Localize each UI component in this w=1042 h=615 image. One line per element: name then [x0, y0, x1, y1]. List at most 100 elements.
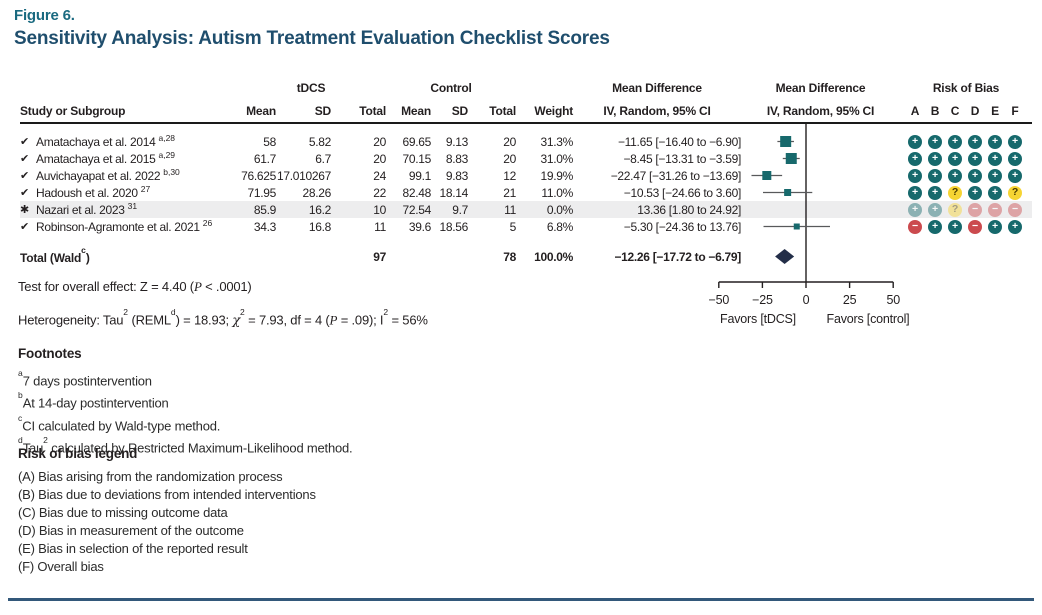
study-name: Hadoush et al. 2020 — [36, 185, 138, 200]
rob-plus-icon: + — [948, 134, 962, 149]
col-header-weight: Weight — [534, 104, 573, 118]
control-mean: 72.54 — [402, 202, 431, 217]
rob-question-icon: ? — [1008, 185, 1022, 200]
study-name: Amatachaya et al. 2015 — [36, 151, 156, 166]
rob-legend-item: (A) Bias arising from the randomization … — [18, 469, 283, 484]
study-row: ✔ Amatachaya et al. 2014 a,28 58 5.82 20… — [20, 133, 1032, 150]
rob-plus-icon: + — [968, 168, 982, 183]
heterogeneity-line: Heterogeneity: Tau2 (REMLd) = 18.93; χ2 … — [18, 307, 428, 329]
rob-plus-icon: + — [908, 168, 922, 183]
rob-letter-f: F — [1011, 104, 1019, 118]
rob-plus-icon: + — [988, 219, 1002, 234]
tick-label: 50 — [886, 293, 900, 307]
effect-square — [762, 171, 772, 180]
tdcs-mean: 61.7 — [253, 151, 276, 166]
tdcs-sd: 16.8 — [308, 219, 331, 234]
study-row: ✔ Amatachaya et al. 2015 a,29 61.7 6.7 2… — [20, 150, 1032, 167]
summary-diamond — [775, 249, 795, 264]
rob-question-icon: ? — [948, 185, 962, 200]
figure-label: Figure 6. — [14, 7, 75, 24]
study-name: Amatachaya et al. 2014 — [36, 134, 156, 149]
study-marker-icon: ✱ — [20, 204, 29, 216]
footnote-items: a7 days postintervention bAt 14-day posti… — [18, 368, 353, 457]
tdcs-mean: 58 — [263, 134, 276, 149]
md-ci-text: −11.65 [−16.40 to −6.90] — [617, 134, 741, 149]
tick-label: −25 — [752, 293, 773, 307]
study-ref-superscript: b,30 — [163, 166, 180, 177]
rob-plus-icon: + — [1008, 151, 1022, 166]
control-total: 20 — [503, 151, 516, 166]
forest-table: tDCS Control Mean Difference Mean Differ… — [20, 76, 1032, 265]
total-weight: 100.0% — [534, 249, 573, 264]
tick-label: −50 — [708, 293, 729, 307]
favors-left-label: Favors [tDCS] — [720, 312, 796, 326]
col-header-control-mean: Mean — [401, 104, 431, 118]
rob-plus-icon: + — [908, 202, 922, 217]
group-header-tdcs: tDCS — [296, 81, 326, 95]
rob-letter-d: D — [970, 104, 980, 118]
footnote-item: a7 days postintervention — [18, 368, 152, 389]
rob-plus-icon: + — [988, 134, 1002, 149]
effect-square — [784, 189, 792, 196]
effect-square — [785, 153, 797, 164]
rob-plus-icon: + — [928, 185, 942, 200]
md-ci-text: −5.30 [−24.36 to 13.76] — [623, 219, 742, 234]
weight: 6.8% — [546, 219, 573, 234]
tdcs-sd: 28.26 — [302, 185, 331, 200]
control-total: 5 — [509, 219, 517, 234]
rob-plus-icon: + — [968, 185, 982, 200]
control-sd: 9.7 — [452, 202, 468, 217]
rob-legend-item: (D) Bias in measurement of the outcome — [18, 523, 244, 538]
footnotes-title: Footnotes — [18, 346, 82, 361]
forest-plot: −50 −25 0 25 50 Favors [tDCS] Favors [control] — [708, 124, 910, 326]
control-sd: 18.14 — [439, 185, 468, 200]
md-ci-text: −22.47 [−31.26 to −13.69] — [610, 168, 742, 183]
overall-effect-line: Test for overall effect: Z = 4.40 (P < .… — [18, 279, 252, 294]
figure-title: Sensitivity Analysis: Autism Treatment E… — [14, 28, 610, 49]
rob-plus-icon: + — [948, 168, 962, 183]
total-tdcs-n: 97 — [373, 249, 386, 264]
study-ref-superscript: a,28 — [158, 132, 176, 143]
rob-plus-icon: + — [988, 151, 1002, 166]
tdcs-sd: 5.82 — [308, 134, 331, 149]
tdcs-sd: 16.2 — [308, 202, 331, 217]
study-ref-superscript: 26 — [202, 217, 213, 228]
rob-letter-headers: A B C D E F — [900, 104, 1032, 118]
rob-plus-icon: + — [1008, 134, 1022, 149]
rob-legend-item: (E) Bias in selection of the reported re… — [18, 541, 248, 556]
rob-legend-item: (B) Bias due to deviations from intended… — [18, 487, 316, 502]
md-ci-text: −10.53 [−24.66 to 3.60] — [623, 185, 742, 200]
total-md-text: −12.26 [−17.72 to −6.79] — [614, 249, 741, 264]
control-total: 12 — [503, 168, 516, 183]
footnote-item: cCI calculated by Wald-type method. — [18, 412, 221, 433]
md-ci-text: −8.45 [−13.31 to −3.59] — [623, 151, 741, 166]
rob-minus-icon: − — [988, 202, 1002, 217]
table-column-header-row: Study or Subgroup Mean SD Total Mean SD … — [20, 95, 1032, 118]
weight: 11.0% — [541, 185, 573, 200]
rob-legend-block: Risk of bias legend (A) Bias arising fro… — [18, 446, 316, 576]
tick-label: 0 — [803, 293, 810, 307]
rob-minus-icon: − — [968, 202, 982, 217]
total-row: Total (Waldc) 97 78 100.0% −12.26 [−17.7… — [20, 245, 1032, 265]
control-total: 20 — [503, 134, 516, 149]
footnotes-block: Footnotes a7 days postintervention bAt 14… — [18, 346, 353, 457]
tdcs-mean: 85.9 — [253, 202, 276, 217]
col-header-tdcs-total: Total — [359, 104, 386, 118]
rob-icons: + + + + + + — [900, 168, 1032, 183]
control-total: 21 — [503, 185, 516, 200]
tdcs-total: 24 — [373, 168, 386, 183]
tdcs-total: 22 — [373, 185, 386, 200]
study-marker-icon: ✔ — [20, 136, 29, 148]
study-marker-icon: ✔ — [20, 153, 29, 165]
control-mean: 99.1 — [408, 168, 431, 183]
rob-letter-e: E — [991, 104, 999, 118]
study-row: ✱ Nazari et al. 2023 31 85.9 16.2 10 72.… — [20, 201, 1032, 218]
tdcs-mean: 76.625 — [241, 168, 276, 183]
study-row: ✔ Hadoush et al. 2020 27 71.95 28.26 22 … — [20, 184, 1032, 201]
effect-square — [793, 223, 800, 230]
tick-label: 25 — [843, 293, 857, 307]
rob-plus-icon: + — [1008, 219, 1022, 234]
weight: 31.0% — [540, 151, 573, 166]
tdcs-total: 20 — [373, 151, 386, 166]
rob-plus-icon: + — [928, 219, 942, 234]
